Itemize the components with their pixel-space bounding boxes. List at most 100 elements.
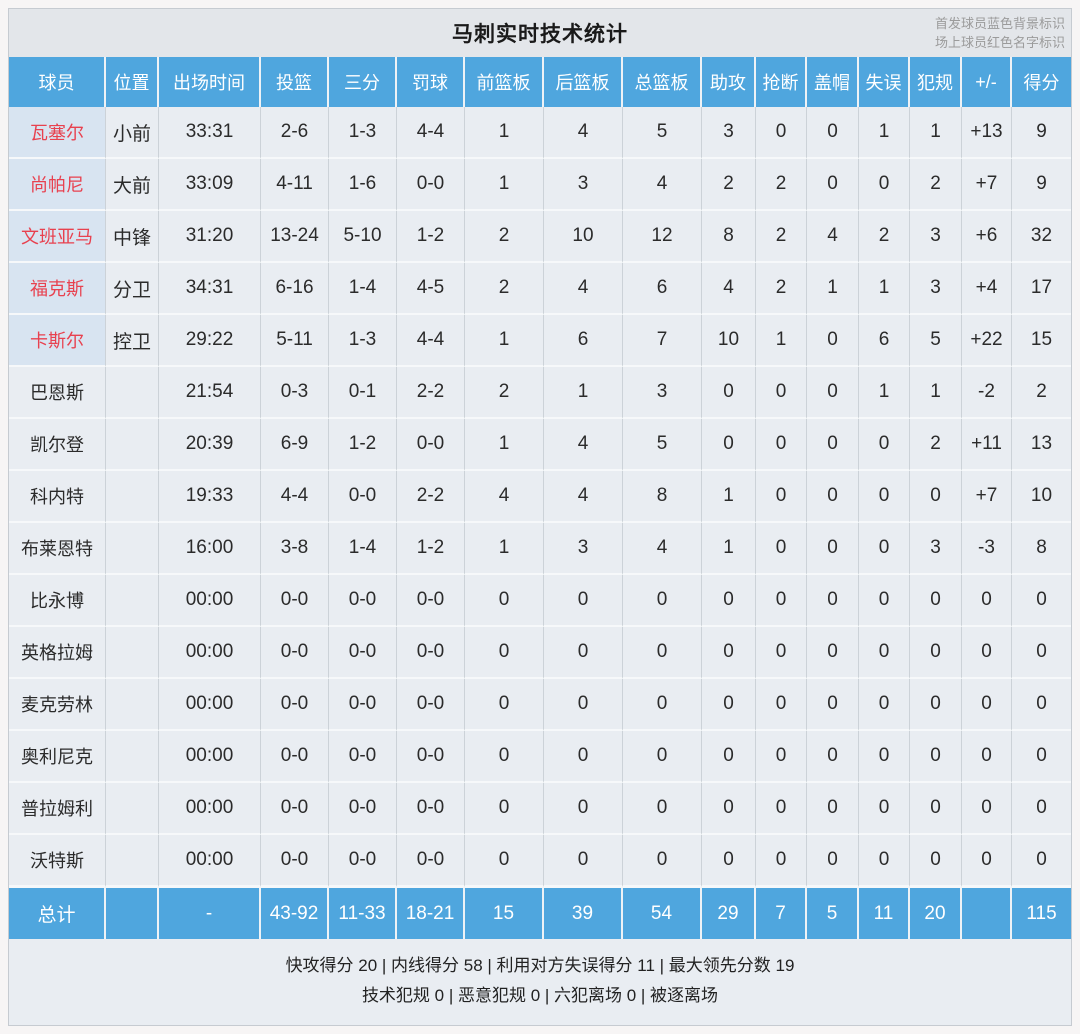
cell-time: 33:31 xyxy=(159,107,261,159)
cell-stl: 0 xyxy=(756,471,807,523)
table-row: 奥利尼克 00:00 0-0 0-0 0-0 0 0 0 0 0 0 0 0 0 0 xyxy=(9,731,1071,783)
cell-pf: 3 xyxy=(910,263,962,315)
cell-drb: 4 xyxy=(544,107,623,159)
column-header: 后篮板 xyxy=(544,57,623,107)
cell-ast: 0 xyxy=(702,783,756,835)
cell-pos xyxy=(106,523,159,575)
cell-name: 福克斯 xyxy=(9,263,106,315)
cell-stl: 0 xyxy=(756,107,807,159)
column-header: 罚球 xyxy=(397,57,465,107)
cell-blk: 0 xyxy=(807,783,859,835)
cell-pf: 1 xyxy=(910,107,962,159)
cell-pf: 0 xyxy=(910,835,962,887)
column-header: 球员 xyxy=(9,57,106,107)
cell-pts: 0 xyxy=(1012,835,1071,887)
cell-blk: 0 xyxy=(807,627,859,679)
table-row: 瓦塞尔 小前 33:31 2-6 1-3 4-4 1 4 5 3 0 0 1 1 +13 9 xyxy=(9,107,1071,159)
cell-stl: 0 xyxy=(756,575,807,627)
cell-pf: 0 xyxy=(910,731,962,783)
cell-pf: 2 xyxy=(910,159,962,211)
cell-time: 29:22 xyxy=(159,315,261,367)
cell-time: 34:31 xyxy=(159,263,261,315)
table-row: 福克斯 分卫 34:31 6-16 1-4 4-5 2 4 6 4 2 1 1 3 +4 17 xyxy=(9,263,1071,315)
cell-time: 00:00 xyxy=(159,575,261,627)
cell-drb: 4 xyxy=(544,471,623,523)
cell-name: 普拉姆利 xyxy=(9,783,106,835)
cell-to: 11 xyxy=(859,887,910,939)
cell-pf: 0 xyxy=(910,783,962,835)
cell-blk: 0 xyxy=(807,107,859,159)
cell-ast: 1 xyxy=(702,523,756,575)
cell-drb: 4 xyxy=(544,263,623,315)
cell-drb: 0 xyxy=(544,835,623,887)
cell-tp: 0-0 xyxy=(329,783,397,835)
cell-trb: 7 xyxy=(623,315,702,367)
cell-pm: 0 xyxy=(962,731,1012,783)
cell-pf: 5 xyxy=(910,315,962,367)
cell-trb: 5 xyxy=(623,419,702,471)
cell-blk: 0 xyxy=(807,159,859,211)
cell-pts: 15 xyxy=(1012,315,1071,367)
cell-pf: 3 xyxy=(910,211,962,263)
cell-trb: 0 xyxy=(623,627,702,679)
cell-blk: 1 xyxy=(807,263,859,315)
summary-line-scoring: 快攻得分 20 | 内线得分 58 | 利用对方失误得分 11 | 最大领先分数… xyxy=(285,956,795,975)
title-bar: 马刺实时技术统计 首发球员蓝色背景标识 场上球员红色名字标识 xyxy=(9,9,1071,57)
cell-to: 1 xyxy=(859,367,910,419)
player-rows: 瓦塞尔 小前 33:31 2-6 1-3 4-4 1 4 5 3 0 0 1 1 +13 9 尚帕尼 大前 33:0… xyxy=(9,107,1071,939)
cell-name: 总计 xyxy=(9,887,106,939)
header-row: 球员 位置 出场时间 投篮 三分 罚球 前篮板 后篮板 总篮板 助攻 抢断 盖帽 失误 犯规 +/- 得分 xyxy=(9,57,1071,107)
cell-stl: 0 xyxy=(756,679,807,731)
cell-pts: 9 xyxy=(1012,159,1071,211)
cell-tp: 0-0 xyxy=(329,471,397,523)
legend-note: 首发球员蓝色背景标识 场上球员红色名字标识 xyxy=(935,14,1065,52)
cell-orb: 0 xyxy=(465,575,544,627)
cell-pts: 17 xyxy=(1012,263,1071,315)
cell-orb: 1 xyxy=(465,159,544,211)
cell-tp: 1-4 xyxy=(329,523,397,575)
cell-fg: 4-11 xyxy=(261,159,329,211)
cell-drb: 6 xyxy=(544,315,623,367)
cell-time: 21:54 xyxy=(159,367,261,419)
cell-time: 00:00 xyxy=(159,783,261,835)
page-title: 马刺实时技术统计 xyxy=(452,23,628,46)
cell-to: 0 xyxy=(859,471,910,523)
cell-tp: 1-3 xyxy=(329,107,397,159)
cell-fg: 6-16 xyxy=(261,263,329,315)
cell-tp: 1-4 xyxy=(329,263,397,315)
cell-orb: 0 xyxy=(465,783,544,835)
cell-ft: 18-21 xyxy=(397,887,465,939)
cell-tp: 0-0 xyxy=(329,835,397,887)
cell-orb: 2 xyxy=(465,263,544,315)
cell-pm: +7 xyxy=(962,159,1012,211)
cell-name: 尚帕尼 xyxy=(9,159,106,211)
cell-blk: 0 xyxy=(807,575,859,627)
cell-pf: 0 xyxy=(910,575,962,627)
cell-ast: 10 xyxy=(702,315,756,367)
cell-pos: 小前 xyxy=(106,107,159,159)
cell-orb: 0 xyxy=(465,679,544,731)
cell-tp: 1-6 xyxy=(329,159,397,211)
cell-trb: 0 xyxy=(623,731,702,783)
cell-time: 33:09 xyxy=(159,159,261,211)
cell-pts: 8 xyxy=(1012,523,1071,575)
cell-pos xyxy=(106,575,159,627)
cell-blk: 0 xyxy=(807,523,859,575)
table-row: 巴恩斯 21:54 0-3 0-1 2-2 2 1 3 0 0 0 1 1 -2 2 xyxy=(9,367,1071,419)
cell-pm: 0 xyxy=(962,783,1012,835)
cell-name: 瓦塞尔 xyxy=(9,107,106,159)
cell-ft: 4-5 xyxy=(397,263,465,315)
cell-pos: 分卫 xyxy=(106,263,159,315)
cell-fg: 0-0 xyxy=(261,575,329,627)
cell-blk: 5 xyxy=(807,887,859,939)
column-header: 前篮板 xyxy=(465,57,544,107)
cell-time: 16:00 xyxy=(159,523,261,575)
total-row: 总计 -43-92 11-33 18-21 15 39 54 29 7 5 11 20 115 xyxy=(9,887,1071,939)
cell-orb: 2 xyxy=(465,211,544,263)
cell-blk: 0 xyxy=(807,835,859,887)
cell-trb: 6 xyxy=(623,263,702,315)
cell-ft: 4-4 xyxy=(397,107,465,159)
cell-stl: 2 xyxy=(756,159,807,211)
column-header: 位置 xyxy=(106,57,159,107)
cell-ast: 1 xyxy=(702,471,756,523)
